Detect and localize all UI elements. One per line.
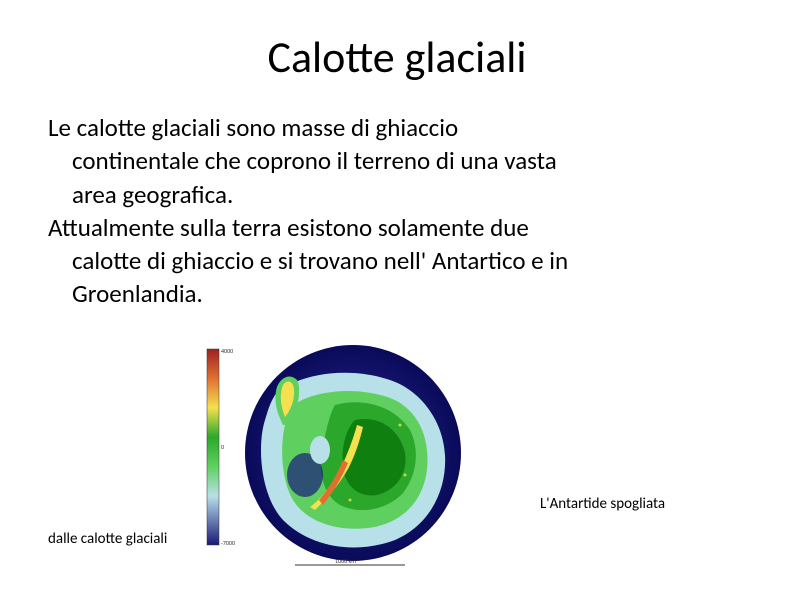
svg-text:4000: 4000	[221, 347, 233, 355]
caption-left: dalle calotte glaciali	[48, 530, 167, 548]
svg-text:-7000: -7000	[221, 539, 235, 547]
antarctica-map-image: 4000 0 -7000	[205, 335, 465, 571]
paragraph-1-line-3: area geografica.	[48, 179, 746, 210]
svg-text:1000 km: 1000 km	[335, 557, 356, 565]
body-text: Le calotte glaciali sono masse di ghiacc…	[48, 112, 746, 310]
paragraph-1-line-2: continentale che coprono il terreno di u…	[48, 145, 746, 176]
paragraph-1-line-1: Le calotte glaciali sono masse di ghiacc…	[48, 112, 746, 143]
paragraph-2-line-1: Attualmente sulla terra esistono solamen…	[48, 212, 746, 243]
paragraph-2-line-3: Groenlandia.	[48, 278, 746, 309]
map-svg: 4000 0 -7000	[205, 335, 465, 571]
svg-text:0: 0	[221, 443, 224, 451]
slide-container: Calotte glaciali Le calotte glaciali son…	[0, 0, 794, 595]
slide-title: Calotte glaciali	[48, 30, 746, 84]
basin-shelf-patch	[310, 436, 330, 464]
caption-right: L'Antartide spogliata	[540, 495, 665, 513]
colorbar	[207, 349, 219, 545]
paragraph-2-line-2: calotte di ghiaccio e si trovano nell' A…	[48, 245, 746, 276]
